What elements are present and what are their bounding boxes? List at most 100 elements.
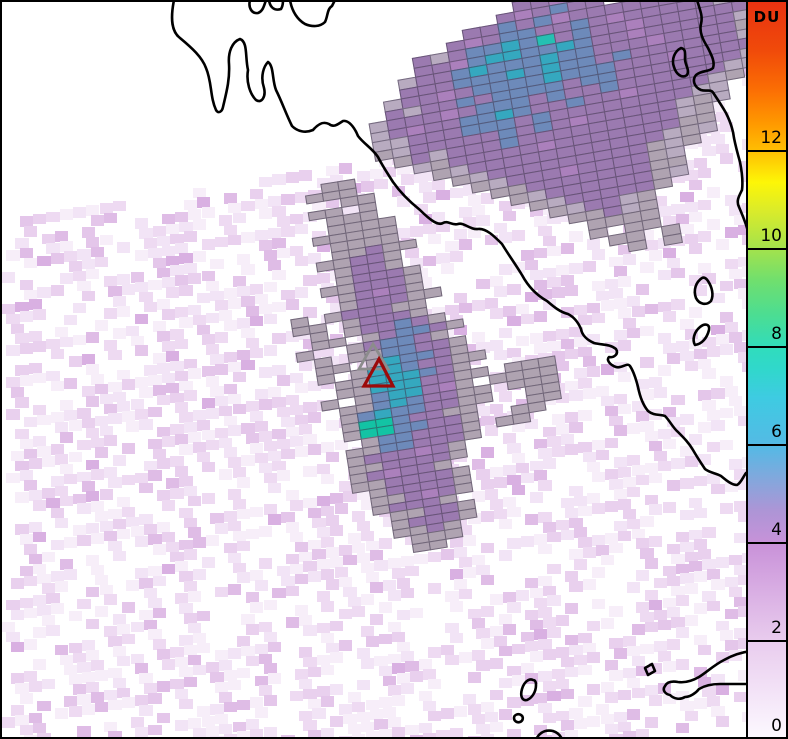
- background-pixel: [259, 208, 273, 219]
- background-pixel: [99, 520, 113, 532]
- background-pixel: [303, 561, 317, 573]
- background-pixel: [232, 562, 246, 574]
- background-pixel: [55, 454, 69, 465]
- background-pixel: [334, 503, 348, 514]
- background-pixel: [352, 733, 366, 737]
- background-pixel: [179, 634, 193, 646]
- background-pixel: [166, 541, 180, 553]
- background-pixel: [117, 655, 131, 667]
- background-pixel: [236, 477, 251, 488]
- background-pixel: [117, 369, 131, 381]
- background-pixel: [640, 325, 654, 337]
- background-pixel: [538, 671, 552, 682]
- background-pixel: [268, 450, 282, 462]
- background-pixel: [24, 448, 38, 460]
- background-pixel: [622, 254, 636, 265]
- background-pixel: [653, 577, 667, 589]
- background-pixel: [174, 720, 189, 732]
- background-pixel: [649, 440, 663, 452]
- background-pixel: [210, 354, 224, 365]
- background-pixel: [174, 656, 189, 668]
- background-pixel: [631, 305, 645, 317]
- background-pixel: [179, 507, 193, 519]
- background-pixel: [640, 262, 654, 273]
- background-pixel: [179, 380, 193, 392]
- background-pixel: [551, 350, 565, 362]
- background-pixel: [618, 467, 632, 478]
- background-pixel: [494, 381, 508, 393]
- background-pixel: [223, 447, 237, 459]
- background-pixel: [241, 296, 255, 307]
- background-pixel: [529, 651, 543, 662]
- background-pixel: [112, 614, 127, 625]
- background-pixel: [591, 312, 605, 324]
- background-pixel: [59, 336, 73, 348]
- background-pixel: [188, 622, 202, 634]
- background-pixel: [733, 564, 747, 576]
- background-pixel: [236, 731, 251, 737]
- colorbar-tick-line: [748, 346, 786, 348]
- background-pixel: [520, 663, 534, 674]
- background-pixel: [37, 573, 51, 585]
- background-pixel: [609, 288, 623, 299]
- background-pixel: [148, 375, 162, 386]
- background-pixel: [24, 416, 38, 428]
- background-pixel: [409, 734, 424, 737]
- background-pixel: [387, 621, 401, 633]
- background-pixel: [77, 407, 91, 419]
- background-pixel: [170, 551, 184, 563]
- background-pixel: [135, 345, 149, 357]
- background-pixel: [64, 314, 78, 326]
- background-pixel: [50, 285, 64, 296]
- background-pixel: [179, 539, 193, 551]
- background-pixel: [538, 734, 552, 737]
- background-pixel: [565, 285, 579, 296]
- background-pixel: [396, 577, 410, 589]
- background-pixel: [236, 318, 251, 329]
- background-pixel: [170, 329, 184, 340]
- background-pixel: [507, 602, 521, 613]
- background-pixel: [2, 621, 16, 633]
- background-pixel: [551, 668, 565, 680]
- background-pixel: [534, 438, 548, 450]
- background-pixel: [316, 559, 330, 570]
- background-pixel: [662, 216, 676, 227]
- background-pixel: [228, 393, 242, 405]
- background-pixel: [197, 197, 211, 209]
- background-pixel: [343, 586, 357, 598]
- background-pixel: [307, 444, 322, 455]
- background-pixel: [250, 570, 264, 581]
- background-pixel: [37, 255, 51, 267]
- background-pixel: [440, 708, 455, 719]
- background-pixel: [325, 197, 339, 208]
- background-pixel: [50, 475, 64, 487]
- background-pixel: [600, 618, 614, 630]
- background-pixel: [10, 323, 25, 335]
- background-pixel: [573, 559, 588, 570]
- background-pixel: [72, 270, 87, 282]
- background-pixel: [675, 531, 690, 543]
- background-pixel: [201, 334, 215, 346]
- background-pixel: [396, 228, 410, 239]
- background-pixel: [19, 311, 33, 323]
- background-pixel: [609, 638, 623, 649]
- background-pixel: [560, 243, 574, 255]
- background-pixel: [405, 724, 419, 736]
- background-pixel: [294, 191, 308, 203]
- background-pixel: [737, 479, 750, 490]
- background-pixel: [192, 632, 206, 644]
- background-pixel: [37, 605, 51, 616]
- background-pixel: [542, 331, 557, 342]
- background-pixel: [653, 641, 667, 653]
- background-pixel: [86, 332, 100, 343]
- background-pixel: [445, 241, 459, 252]
- background-pixel: [19, 375, 33, 386]
- background-pixel: [236, 349, 251, 361]
- background-pixel: [662, 693, 676, 704]
- background-pixel: [538, 607, 552, 619]
- background-pixel: [631, 655, 645, 667]
- background-pixel: [534, 724, 548, 736]
- background-pixel: [157, 235, 171, 247]
- background-pixel: [95, 383, 109, 395]
- background-pixel: [520, 536, 534, 547]
